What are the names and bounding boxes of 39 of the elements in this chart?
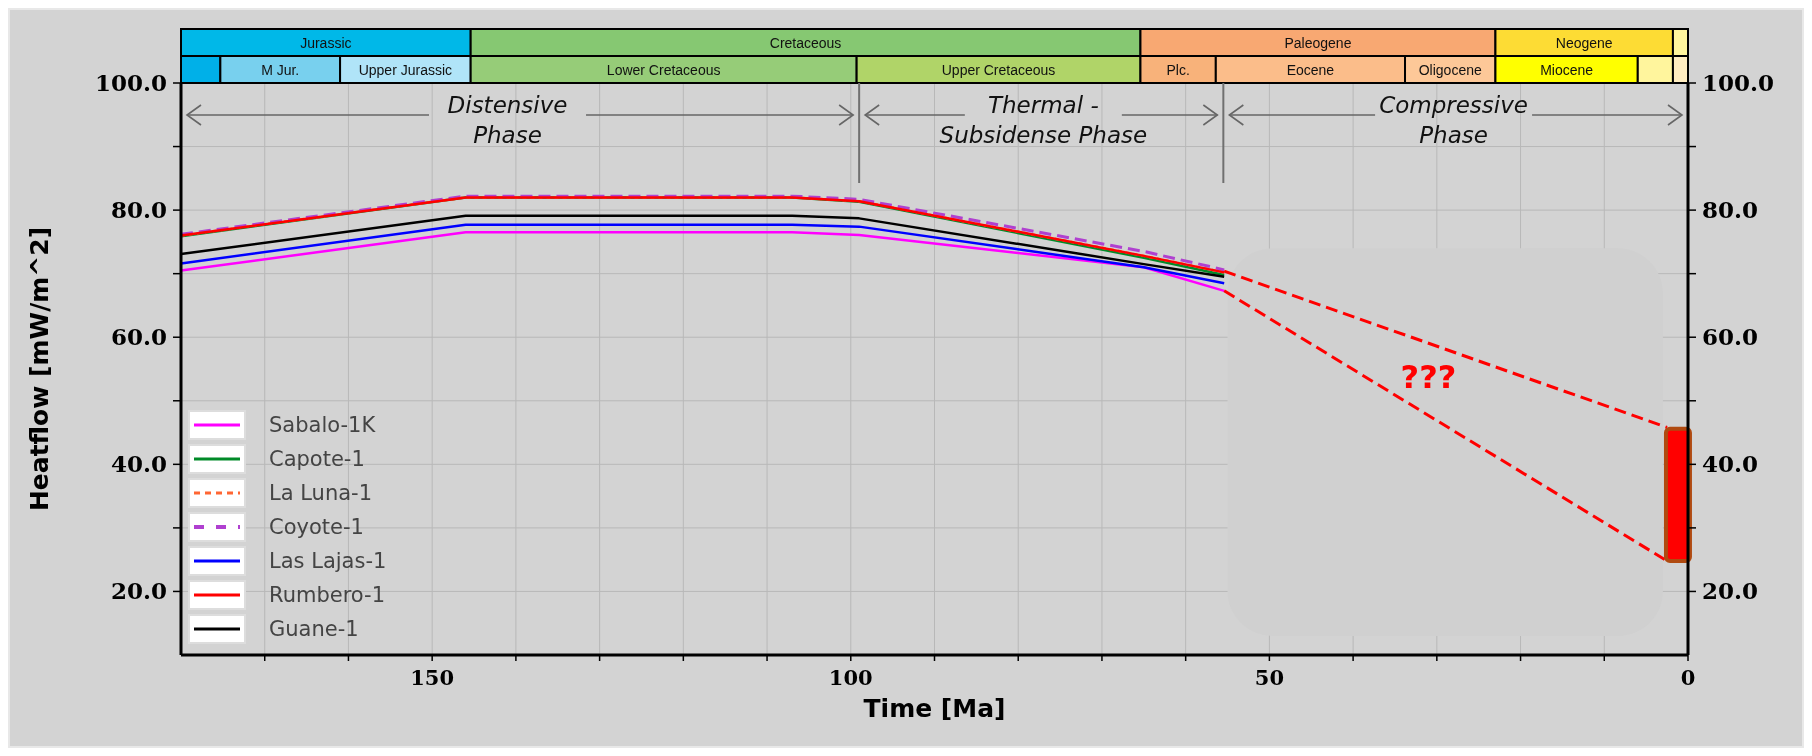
text: Upper Cretaceous — [941, 61, 1056, 78]
text: M Jur. — [261, 61, 300, 78]
y-tick-label: 40.0 — [110, 450, 167, 478]
legend-label: Sabalo-1K — [269, 413, 377, 437]
text: Lower Cretaceous — [606, 61, 721, 78]
text: Plc. — [1166, 61, 1190, 78]
y-axis-title: Heatflow [mW/m^2] — [25, 226, 54, 512]
x-tick-label: 150 — [410, 665, 455, 690]
y2-tick-label: 100.0 — [1702, 69, 1775, 96]
text: Eocene — [1286, 61, 1335, 78]
x-tick-label: 50 — [1254, 665, 1285, 690]
x-tick-label: 0 — [1680, 665, 1696, 690]
y2-tick-label: 60.0 — [1702, 323, 1759, 351]
y2-tick-label: 20.0 — [1702, 577, 1759, 605]
text: Neogene — [1555, 34, 1613, 51]
y2-tick-label: 40.0 — [1702, 450, 1759, 478]
x-axis-title: Time [Ma] — [863, 694, 1006, 723]
legend-label: Rumbero-1 — [269, 583, 386, 607]
legend-label: Guane-1 — [269, 617, 359, 641]
x-tick-label: 100 — [828, 665, 873, 690]
text: Miocene — [1540, 61, 1594, 78]
text: Cretaceous — [769, 34, 842, 51]
y-tick-label: 20.0 — [110, 577, 167, 605]
y2-tick-label: 80.0 — [1702, 196, 1759, 224]
annotation: ??? — [1400, 358, 1457, 397]
annotation: Compressive Phase — [1379, 92, 1529, 148]
legend-label: Capote-1 — [269, 447, 365, 471]
text: Upper Jurassic — [358, 61, 453, 78]
y-tick-label: 60.0 — [110, 323, 167, 351]
legend-label: Coyote-1 — [269, 515, 364, 539]
y-tick-label: 80.0 — [110, 196, 167, 224]
annotation: Thermal - Subsidense Phase — [939, 92, 1148, 148]
legend-label: Las Lajas-1 — [269, 549, 387, 573]
text: Jurassic — [300, 34, 352, 51]
annotation: Distensive Phase — [447, 92, 568, 148]
y-tick-label: 100.0 — [94, 69, 167, 96]
legend-label: La Luna-1 — [269, 481, 373, 505]
text: Oligocene — [1418, 61, 1482, 78]
text: Paleogene — [1284, 34, 1352, 51]
